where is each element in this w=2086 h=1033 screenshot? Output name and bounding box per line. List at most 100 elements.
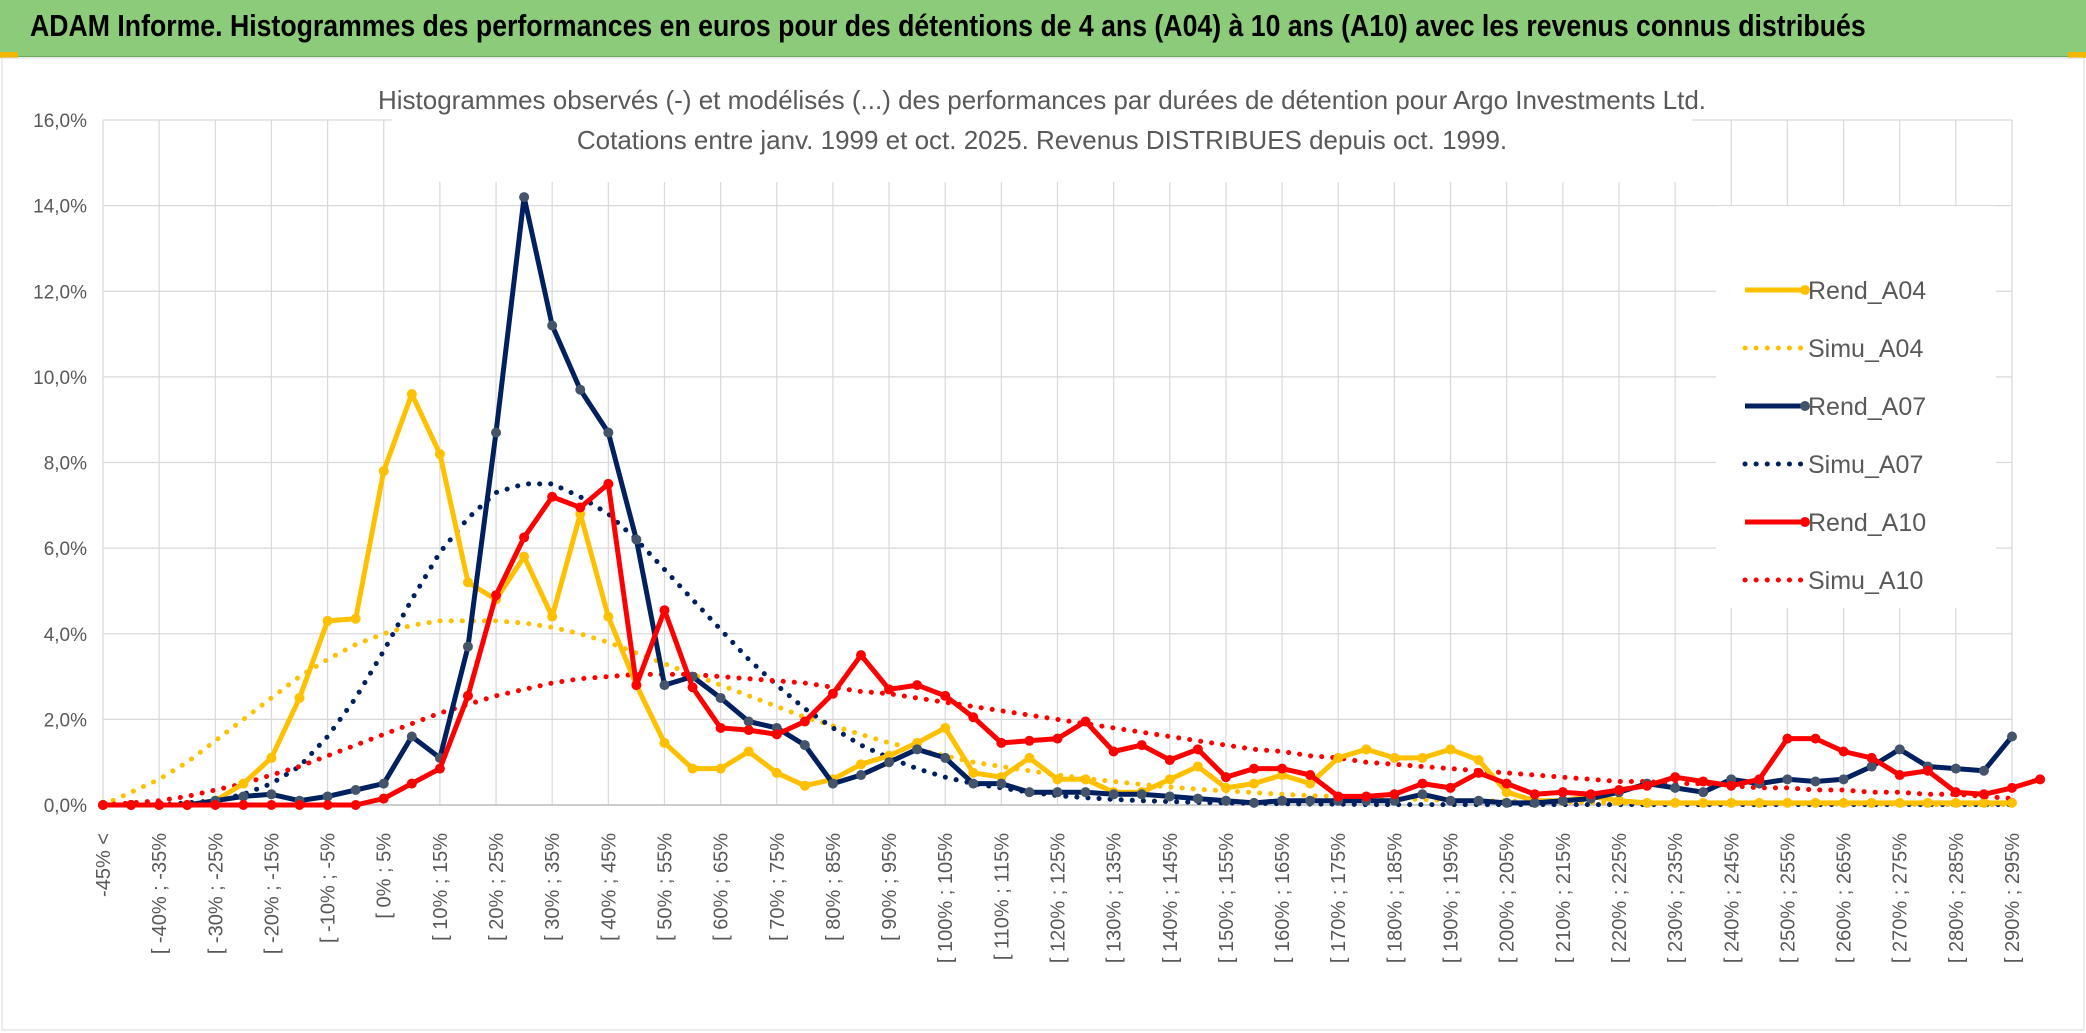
point-Rend_A04 — [1164, 774, 1175, 785]
x-tick-label: [ 170% ; 175% — [1328, 833, 1350, 963]
point-Rend_A10 — [575, 502, 586, 513]
point-Rend_A07 — [968, 778, 979, 789]
point-Rend_A07 — [547, 320, 558, 331]
point-Rend_A10 — [547, 491, 558, 502]
point-Rend_A07 — [1894, 744, 1905, 755]
point-Rend_A10 — [1192, 744, 1203, 755]
point-Rend_A04 — [743, 746, 754, 757]
x-tick-label: [ 40% ; 45% — [598, 833, 620, 941]
legend-label-Simu_A07: Simu_A07 — [1808, 451, 1923, 479]
point-Rend_A10 — [210, 800, 221, 810]
point-Rend_A07 — [350, 785, 361, 796]
point-Rend_A04 — [855, 759, 866, 770]
corner-accent-right — [2068, 52, 2086, 58]
point-Rend_A04 — [1389, 752, 1400, 763]
point-Rend_A04 — [1810, 797, 1821, 808]
point-Rend_A07 — [406, 731, 417, 742]
y-tick-label: 6,0% — [44, 539, 87, 560]
point-Rend_A10 — [491, 590, 502, 601]
point-Rend_A07 — [659, 680, 670, 691]
point-Rend_A04 — [659, 737, 670, 748]
point-Rend_A07 — [1220, 795, 1231, 806]
corner-accent-left — [0, 52, 18, 58]
point-Rend_A10 — [1922, 765, 1933, 776]
legend-marker-Rend_A10 — [1800, 517, 1810, 527]
point-Rend_A07 — [238, 791, 249, 802]
point-Rend_A04 — [771, 767, 782, 778]
x-tick-label: [ 140% ; 145% — [1160, 833, 1182, 963]
series-Simu_A10 — [100, 671, 2015, 808]
x-tick-label: [ 290% ; 295% — [2002, 833, 2024, 963]
y-tick-label: 12,0% — [33, 282, 87, 303]
point-Rend_A04 — [2007, 797, 2017, 808]
point-Rend_A10 — [126, 800, 137, 810]
point-Rend_A10 — [799, 716, 810, 727]
x-tick-label: [ 110% ; 115% — [991, 833, 1013, 960]
point-Rend_A10 — [884, 684, 895, 695]
point-Rend_A07 — [1501, 797, 1512, 808]
point-Rend_A04 — [322, 615, 333, 626]
point-Rend_A04 — [1305, 778, 1316, 789]
point-Rend_A07 — [1782, 774, 1793, 785]
point-Rend_A04 — [1249, 778, 1260, 789]
point-Rend_A07 — [1557, 795, 1568, 806]
y-tick-label: 8,0% — [44, 454, 87, 475]
point-Rend_A04 — [1473, 755, 1484, 766]
y-axis-ticks: 0,0% 2,0% 4,0% 6,0% 8,0% 10,0% 12,0% 14,0% 16,0% — [33, 111, 87, 817]
point-Rend_A10 — [378, 793, 389, 804]
point-Rend_A07 — [1164, 791, 1175, 802]
point-Rend_A07 — [743, 716, 754, 727]
x-tick-label: [ 30% ; 35% — [542, 833, 564, 941]
point-Rend_A10 — [1473, 767, 1484, 778]
point-Rend_A04 — [350, 613, 361, 624]
point-Rend_A07 — [1698, 787, 1709, 798]
point-Rend_A04 — [1754, 797, 1765, 808]
point-Rend_A07 — [1024, 787, 1035, 798]
legend-marker-Rend_A07 — [1800, 401, 1810, 411]
point-Rend_A10 — [406, 778, 417, 789]
y-tick-label: 4,0% — [44, 625, 87, 646]
point-Rend_A07 — [1473, 795, 1484, 806]
point-Rend_A07 — [1978, 765, 1989, 776]
point-Rend_A07 — [1866, 761, 1877, 772]
series-Rend_A10 — [98, 478, 2046, 810]
point-Rend_A04 — [1333, 752, 1344, 763]
point-Rend_A10 — [1978, 789, 1989, 800]
point-Rend_A07 — [1670, 782, 1681, 793]
point-Rend_A04 — [462, 577, 473, 588]
point-Rend_A04 — [1866, 797, 1877, 808]
y-tick-label: 16,0% — [33, 111, 87, 132]
x-tick-label: [ 0% ; 5% — [374, 833, 396, 919]
x-tick-label: [ 20% ; 25% — [486, 833, 508, 941]
point-Rend_A10 — [1585, 789, 1596, 800]
point-Rend_A10 — [631, 680, 642, 691]
point-Rend_A07 — [1052, 787, 1063, 798]
point-Rend_A04 — [1726, 797, 1737, 808]
x-tick-label: [ -30% ; -25% — [205, 833, 227, 954]
point-Rend_A04 — [968, 767, 979, 778]
point-Rend_A07 — [827, 778, 838, 789]
point-Rend_A07 — [2007, 731, 2017, 742]
point-Rend_A07 — [631, 534, 642, 545]
point-Rend_A10 — [1894, 770, 1905, 781]
point-Rend_A10 — [1445, 782, 1456, 793]
point-Rend_A10 — [154, 800, 165, 810]
point-Rend_A07 — [1838, 774, 1849, 785]
point-Rend_A07 — [491, 427, 502, 438]
point-Rend_A07 — [1529, 797, 1540, 808]
point-Rend_A10 — [1670, 772, 1681, 783]
point-Rend_A10 — [2035, 774, 2046, 785]
point-Rend_A10 — [1277, 763, 1288, 774]
point-Rend_A04 — [1642, 797, 1653, 808]
point-Rend_A10 — [603, 478, 614, 489]
x-tick-label: [ 210% ; 215% — [1553, 833, 1575, 963]
x-tick-label: [ 70% ; 75% — [767, 833, 789, 941]
point-Rend_A10 — [1361, 791, 1372, 802]
legend-label-Simu_A04: Simu_A04 — [1808, 335, 1923, 363]
point-Rend_A10 — [1052, 733, 1063, 744]
x-tick-label: [ 200% ; 205% — [1497, 833, 1519, 963]
point-Rend_A04 — [406, 389, 417, 399]
point-Rend_A10 — [912, 680, 923, 691]
point-Rend_A04 — [1922, 797, 1933, 808]
point-Rend_A10 — [322, 800, 333, 810]
